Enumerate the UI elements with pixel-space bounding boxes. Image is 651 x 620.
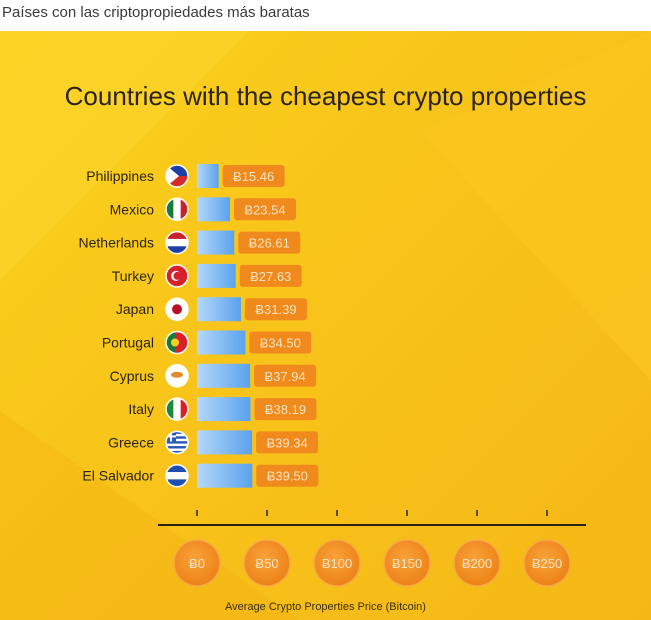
x-tick-label: Ƀ50 xyxy=(255,556,278,571)
el-salvador-flag-icon xyxy=(165,463,189,488)
bar xyxy=(197,397,251,422)
value-label: Ƀ39.50 xyxy=(267,469,308,484)
chart-panel: Philippines Ƀ15.46 Mexico Ƀ23.54 Netherlands… xyxy=(0,31,651,620)
value-label: Ƀ31.39 xyxy=(255,302,296,317)
value-badge xyxy=(249,331,312,354)
netherlands-flag-icon xyxy=(165,230,189,255)
value-label: Ƀ39.34 xyxy=(266,435,307,450)
category-label: Netherlands xyxy=(79,235,155,251)
value-label: Ƀ27.63 xyxy=(250,269,291,284)
value-label: Ƀ38.19 xyxy=(265,402,306,417)
mexico-flag-icon xyxy=(165,197,189,222)
bar xyxy=(197,463,253,488)
x-tick-coin xyxy=(523,539,571,587)
value-label: Ƀ34.50 xyxy=(260,336,301,351)
value-badge xyxy=(244,298,307,321)
x-tick-coin xyxy=(313,539,361,587)
bg-shape xyxy=(0,31,250,281)
philippines-flag-icon xyxy=(165,164,189,188)
bg-shape xyxy=(420,31,651,381)
value-label: Ƀ37.94 xyxy=(265,369,306,384)
cyprus-flag-icon xyxy=(165,364,189,388)
bar xyxy=(197,197,230,222)
x-tick-coin xyxy=(453,539,501,587)
category-label: Portugal xyxy=(102,335,154,351)
category-label: Turkey xyxy=(112,268,154,284)
value-label: Ƀ15.46 xyxy=(233,169,274,184)
x-tick-coin xyxy=(243,539,291,587)
italy-flag-icon xyxy=(165,397,189,421)
value-badge xyxy=(254,398,317,421)
bar xyxy=(197,164,219,188)
bg-shape xyxy=(0,411,300,620)
portugal-flag-icon xyxy=(165,330,189,355)
category-label: Cyprus xyxy=(110,368,154,384)
value-badge xyxy=(238,231,301,254)
bar xyxy=(197,297,241,322)
x-tick-label: Ƀ150 xyxy=(392,556,422,571)
x-tick-label: Ƀ200 xyxy=(462,556,492,571)
x-tick-coin xyxy=(383,539,431,587)
turkey-flag-icon xyxy=(165,264,189,288)
bar xyxy=(197,430,253,455)
greece-flag-icon xyxy=(165,430,189,455)
category-label: Japan xyxy=(116,301,154,317)
x-axis-label: Average Crypto Properties Price (Bitcoin… xyxy=(225,601,426,613)
value-label: Ƀ23.54 xyxy=(244,202,285,217)
category-label: El Salvador xyxy=(82,468,154,484)
category-label: Greece xyxy=(108,434,154,450)
value-label: Ƀ26.61 xyxy=(249,236,290,251)
bar xyxy=(197,230,235,255)
chart-title: Countries with the cheapest crypto prope… xyxy=(64,81,587,111)
value-badge xyxy=(256,431,319,454)
category-label: Italy xyxy=(128,401,154,417)
x-tick-label: Ƀ250 xyxy=(532,556,562,571)
value-badge xyxy=(239,264,302,287)
value-badge xyxy=(222,165,285,187)
x-tick-label: Ƀ100 xyxy=(322,556,352,571)
x-tick-label: Ƀ0 xyxy=(189,556,205,571)
bar xyxy=(197,363,251,388)
value-badge xyxy=(256,464,319,487)
bar xyxy=(197,330,246,355)
bar xyxy=(197,263,236,288)
category-label: Mexico xyxy=(110,201,155,217)
value-badge xyxy=(254,364,317,387)
category-label: Philippines xyxy=(86,168,154,184)
chart-svg: Philippines Ƀ15.46 Mexico Ƀ23.54 Netherlands… xyxy=(0,31,651,620)
x-tick-coin xyxy=(173,539,221,587)
value-badge xyxy=(233,198,296,221)
caption: Países con las criptopropiedades más bar… xyxy=(2,4,310,21)
japan-flag-icon xyxy=(165,297,189,321)
